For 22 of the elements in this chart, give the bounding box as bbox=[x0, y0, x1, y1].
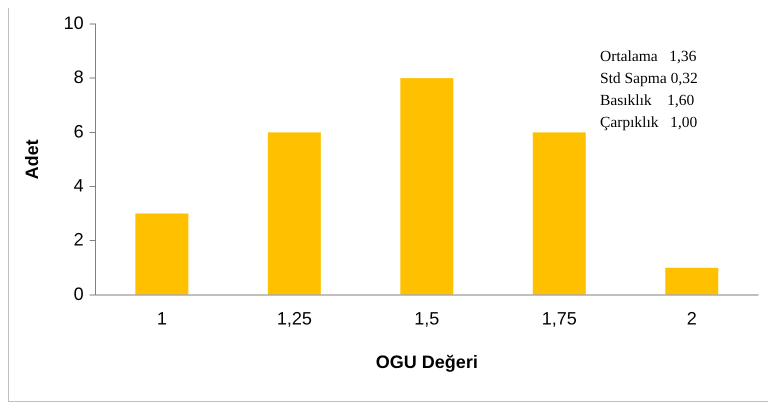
x-tick-label: 1 bbox=[156, 308, 167, 329]
x-axis-title: OGU Değeri bbox=[376, 352, 478, 372]
bar bbox=[268, 132, 321, 294]
bar bbox=[135, 214, 188, 294]
x-tick-label: 1,5 bbox=[414, 308, 440, 329]
y-tick-label: 4 bbox=[74, 175, 84, 196]
x-tick-label: 1,25 bbox=[276, 308, 312, 329]
x-tick-label: 2 bbox=[686, 308, 697, 329]
annotation: Basıklık 1,60 bbox=[600, 91, 696, 111]
bar bbox=[532, 132, 586, 294]
y-tick-label: 2 bbox=[74, 230, 84, 250]
bar bbox=[665, 268, 718, 294]
annotation: Std Sapma 0,32 bbox=[600, 69, 698, 89]
y-tick-label: 8 bbox=[74, 67, 84, 88]
annotation: Çarpıklık 1,00 bbox=[600, 113, 698, 133]
y-tick-label: 6 bbox=[74, 121, 84, 142]
bar bbox=[400, 78, 454, 294]
y-axis-title: Adet bbox=[22, 139, 42, 180]
y-tick-label: 10 bbox=[64, 12, 84, 33]
annotation: Ortalama 1,36 bbox=[600, 47, 698, 67]
x-tick-label: 1,75 bbox=[542, 308, 577, 329]
y-tick-label: 0 bbox=[74, 284, 84, 304]
